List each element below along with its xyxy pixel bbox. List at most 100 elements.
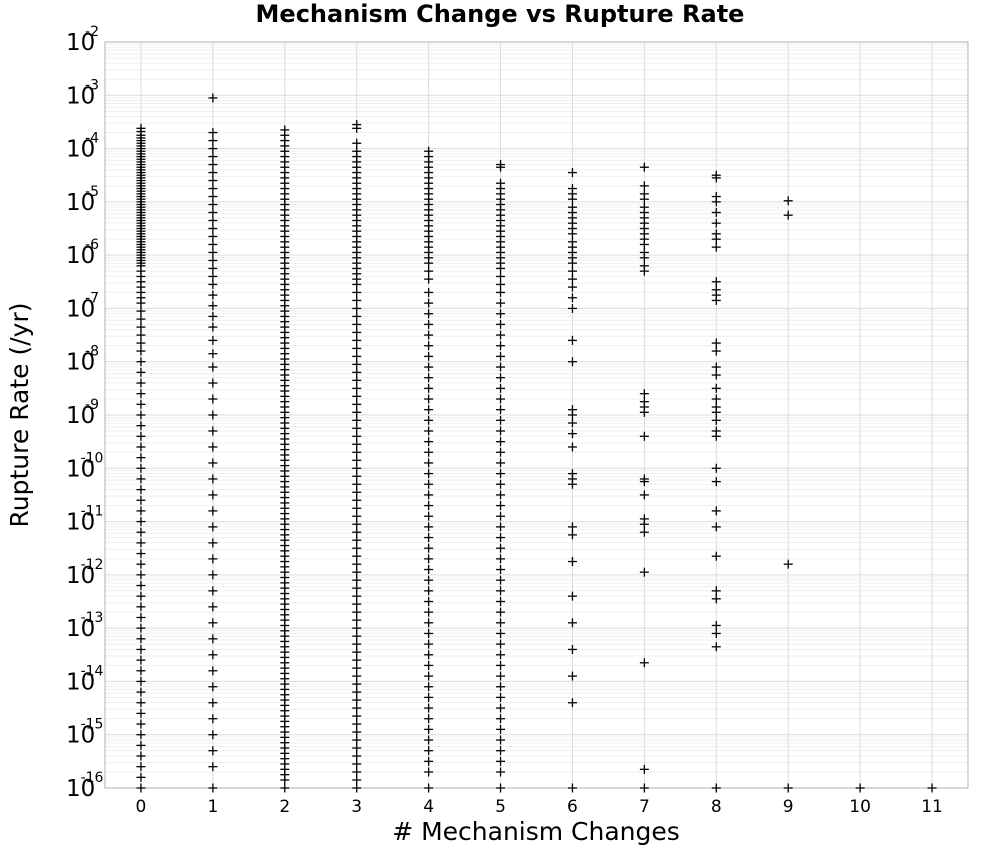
data-point [639, 431, 649, 441]
data-point [424, 426, 434, 436]
data-point [496, 628, 506, 638]
data-point [639, 490, 649, 500]
data-point [208, 666, 218, 676]
x-axis-label: # Mechanism Changes [392, 817, 680, 846]
data-point [352, 743, 362, 753]
data-point [567, 618, 577, 628]
data-point [352, 703, 362, 713]
data-point [424, 373, 434, 383]
data-point [496, 309, 506, 319]
data-point [567, 293, 577, 303]
data-point [136, 421, 146, 431]
y-tick-base: 10 [66, 83, 95, 109]
data-point [208, 602, 218, 612]
data-point [567, 335, 577, 345]
data-point [424, 511, 434, 521]
data-point [352, 783, 362, 793]
data-point [352, 423, 362, 433]
data-point [208, 570, 218, 580]
data-point [711, 551, 721, 561]
data-point [639, 764, 649, 774]
data-point [496, 287, 506, 297]
data-point [208, 714, 218, 724]
data-point [208, 650, 218, 660]
data-point [136, 687, 146, 697]
data-point [352, 671, 362, 681]
data-point [639, 162, 649, 172]
data-point [208, 506, 218, 516]
data-point [136, 338, 146, 348]
data-point [136, 655, 146, 665]
data-point [567, 698, 577, 708]
data-point [639, 658, 649, 668]
data-point [352, 407, 362, 417]
y-tick-label: 10-10 [66, 450, 103, 482]
data-point [352, 599, 362, 609]
data-point [208, 128, 218, 138]
data-point [208, 634, 218, 644]
data-point [208, 378, 218, 388]
data-point [496, 756, 506, 766]
data-point [208, 362, 218, 372]
data-point [639, 266, 649, 276]
data-point [496, 783, 506, 793]
data-point [136, 367, 146, 377]
x-tick-label: 6 [567, 797, 578, 817]
data-point [711, 594, 721, 604]
data-point [352, 735, 362, 745]
data-point [639, 407, 649, 417]
data-point [567, 522, 577, 532]
data-point [496, 650, 506, 660]
data-point [136, 591, 146, 601]
data-point [496, 394, 506, 404]
data-point [424, 298, 434, 308]
data-point [496, 330, 506, 340]
data-point [352, 447, 362, 457]
data-point [208, 698, 218, 708]
data-point [136, 581, 146, 591]
data-point [424, 639, 434, 649]
data-point [496, 479, 506, 489]
y-tick-label: 10-13 [66, 610, 103, 642]
data-point [496, 746, 506, 756]
data-point [208, 279, 218, 289]
data-point [424, 437, 434, 447]
data-point [711, 370, 721, 380]
data-point [208, 762, 218, 772]
data-point [711, 522, 721, 532]
data-point [496, 437, 506, 447]
data-point [208, 410, 218, 420]
data-point [352, 375, 362, 385]
chart-title: Mechanism Change vs Rupture Rate [256, 0, 745, 28]
data-point [136, 431, 146, 441]
data-point [208, 783, 218, 793]
data-point [496, 319, 506, 329]
data-point [496, 511, 506, 521]
data-point [208, 168, 218, 178]
data-point [208, 224, 218, 233]
data-point [352, 687, 362, 697]
data-point [352, 591, 362, 601]
data-point [496, 341, 506, 351]
data-point [496, 735, 506, 745]
data-point [208, 311, 218, 321]
data-point [352, 655, 362, 665]
data-point [136, 485, 146, 495]
data-point [208, 152, 218, 162]
data-point [424, 565, 434, 575]
data-point [711, 407, 721, 417]
data-point [639, 253, 649, 263]
y-axis-label: Rupture Rate (/yr) [5, 303, 34, 528]
data-point [567, 357, 577, 367]
data-point [136, 698, 146, 708]
plot-area-frame [104, 41, 969, 789]
data-point [352, 319, 362, 329]
data-point [136, 527, 146, 537]
data-point [352, 767, 362, 777]
data-point [424, 575, 434, 585]
data-point [424, 628, 434, 638]
data-point [567, 303, 577, 313]
data-point [136, 306, 146, 316]
data-point [424, 671, 434, 681]
data-point [352, 495, 362, 505]
